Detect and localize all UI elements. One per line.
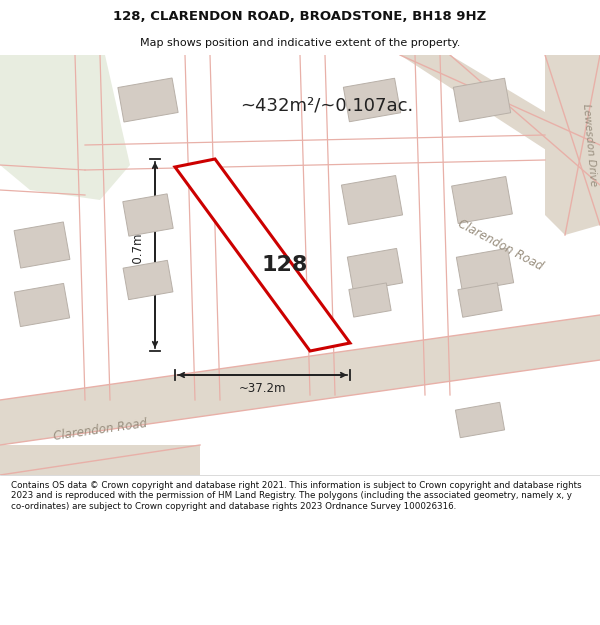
Text: 128, CLARENDON ROAD, BROADSTONE, BH18 9HZ: 128, CLARENDON ROAD, BROADSTONE, BH18 9H… (113, 10, 487, 23)
Polygon shape (341, 176, 403, 224)
Polygon shape (545, 55, 600, 235)
Text: Lewesdon Drive: Lewesdon Drive (581, 103, 599, 187)
Polygon shape (14, 222, 70, 268)
Polygon shape (349, 283, 391, 317)
Text: 128: 128 (262, 255, 308, 275)
Polygon shape (347, 248, 403, 292)
Polygon shape (0, 315, 600, 445)
Polygon shape (14, 283, 70, 327)
Polygon shape (455, 402, 505, 437)
Text: Map shows position and indicative extent of the property.: Map shows position and indicative extent… (140, 38, 460, 48)
Polygon shape (123, 261, 173, 299)
Polygon shape (343, 78, 401, 122)
Polygon shape (118, 78, 178, 122)
Text: Clarendon Road: Clarendon Road (455, 217, 545, 273)
Polygon shape (458, 282, 502, 318)
Polygon shape (0, 55, 130, 200)
Polygon shape (123, 194, 173, 236)
Text: Contains OS data © Crown copyright and database right 2021. This information is : Contains OS data © Crown copyright and d… (11, 481, 581, 511)
Polygon shape (457, 248, 514, 292)
Polygon shape (454, 78, 511, 122)
Text: ~432m²/~0.107ac.: ~432m²/~0.107ac. (240, 96, 413, 114)
Polygon shape (452, 176, 512, 224)
Polygon shape (0, 445, 200, 475)
Text: Clarendon Road: Clarendon Road (52, 417, 148, 443)
Text: ~40.7m: ~40.7m (131, 231, 143, 279)
Polygon shape (175, 159, 350, 351)
Polygon shape (400, 55, 600, 185)
Text: ~37.2m: ~37.2m (239, 382, 286, 396)
